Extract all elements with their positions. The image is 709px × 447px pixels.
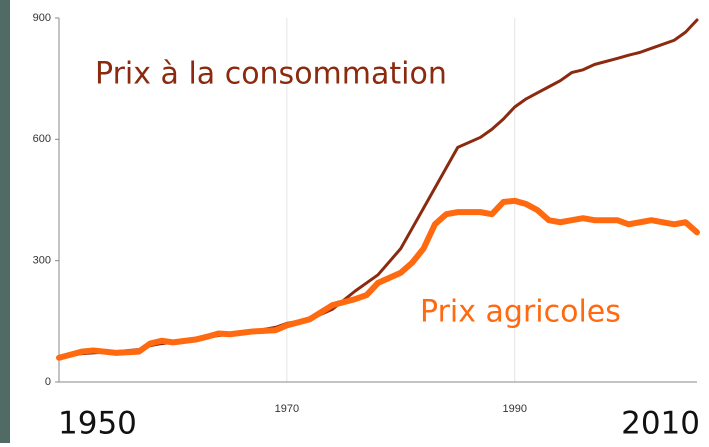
annotation: 2010 xyxy=(621,406,700,442)
legend-label: Prix agricoles xyxy=(420,295,621,330)
legend-label: Prix à la consommation xyxy=(95,57,447,92)
x-tick-label: 1970 xyxy=(275,403,299,415)
side-bar xyxy=(0,0,10,443)
line xyxy=(56,197,700,361)
y-tick-label: 0 xyxy=(45,376,51,388)
y-tick-label: 300 xyxy=(33,255,51,267)
annotation: 1950 xyxy=(58,406,137,442)
y-tick-label: 900 xyxy=(33,12,51,24)
y-tick-label: 600 xyxy=(33,133,51,145)
x-tick-label: 1990 xyxy=(502,403,526,415)
